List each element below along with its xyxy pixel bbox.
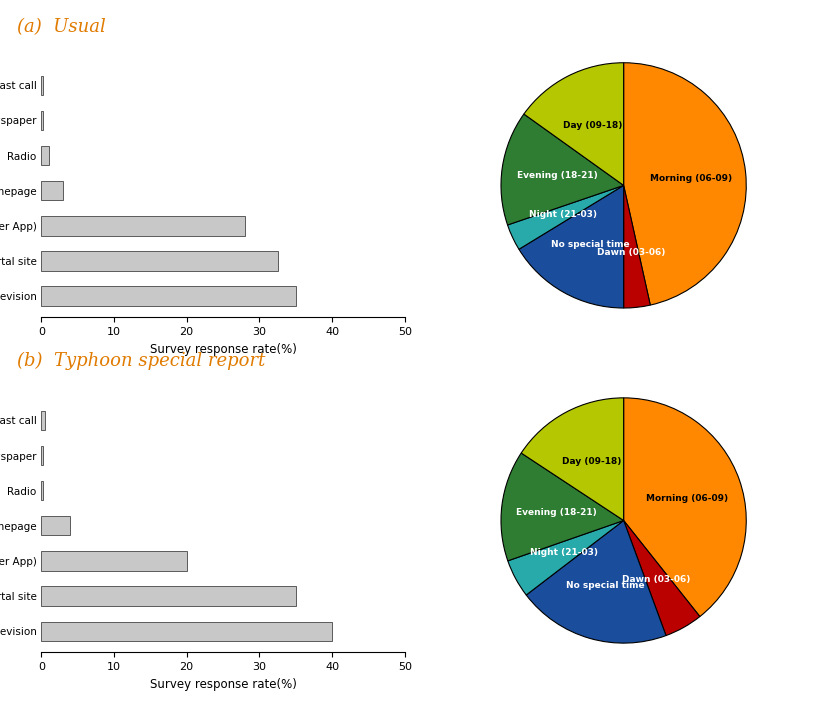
Text: Evening (18-21): Evening (18-21) [516, 171, 597, 180]
Bar [41, 586, 296, 606]
Bar [41, 516, 70, 535]
Bar [41, 181, 63, 200]
Text: Day (09-18): Day (09-18) [563, 121, 623, 130]
Bar [41, 287, 296, 306]
Bar [41, 481, 44, 501]
Text: No special time: No special time [566, 581, 644, 590]
Bar [41, 111, 44, 130]
Bar [41, 251, 278, 271]
Text: (b)  Typhoon special report: (b) Typhoon special report [17, 352, 265, 370]
Bar [41, 216, 244, 235]
Bar [41, 551, 187, 570]
Text: No special time: No special time [551, 240, 630, 249]
Text: Dawn (03-06): Dawn (03-06) [623, 575, 691, 584]
Wedge shape [508, 520, 624, 595]
Wedge shape [526, 520, 666, 643]
Wedge shape [624, 398, 746, 617]
Wedge shape [519, 185, 624, 308]
Wedge shape [507, 185, 624, 250]
Wedge shape [501, 114, 624, 225]
X-axis label: Survey response rate(%): Survey response rate(%) [150, 342, 297, 356]
Bar [41, 622, 332, 641]
Wedge shape [624, 520, 700, 635]
Wedge shape [624, 63, 746, 305]
Wedge shape [521, 398, 624, 520]
Bar [41, 446, 43, 466]
Bar [41, 76, 43, 95]
Text: Night (21-03): Night (21-03) [530, 548, 598, 557]
Wedge shape [524, 63, 624, 185]
Text: Evening (18-21): Evening (18-21) [516, 508, 597, 517]
Wedge shape [624, 185, 650, 308]
Bar [41, 411, 45, 430]
X-axis label: Survey response rate(%): Survey response rate(%) [150, 677, 297, 691]
Text: Dawn (03-06): Dawn (03-06) [597, 248, 665, 257]
Text: Morning (06-09): Morning (06-09) [646, 494, 729, 503]
Wedge shape [501, 453, 624, 561]
Text: Day (09-18): Day (09-18) [562, 456, 621, 466]
Text: Morning (06-09): Morning (06-09) [649, 173, 732, 183]
Text: Night (21-03): Night (21-03) [529, 210, 596, 218]
Text: (a)  Usual: (a) Usual [17, 18, 105, 36]
Bar [41, 146, 49, 165]
